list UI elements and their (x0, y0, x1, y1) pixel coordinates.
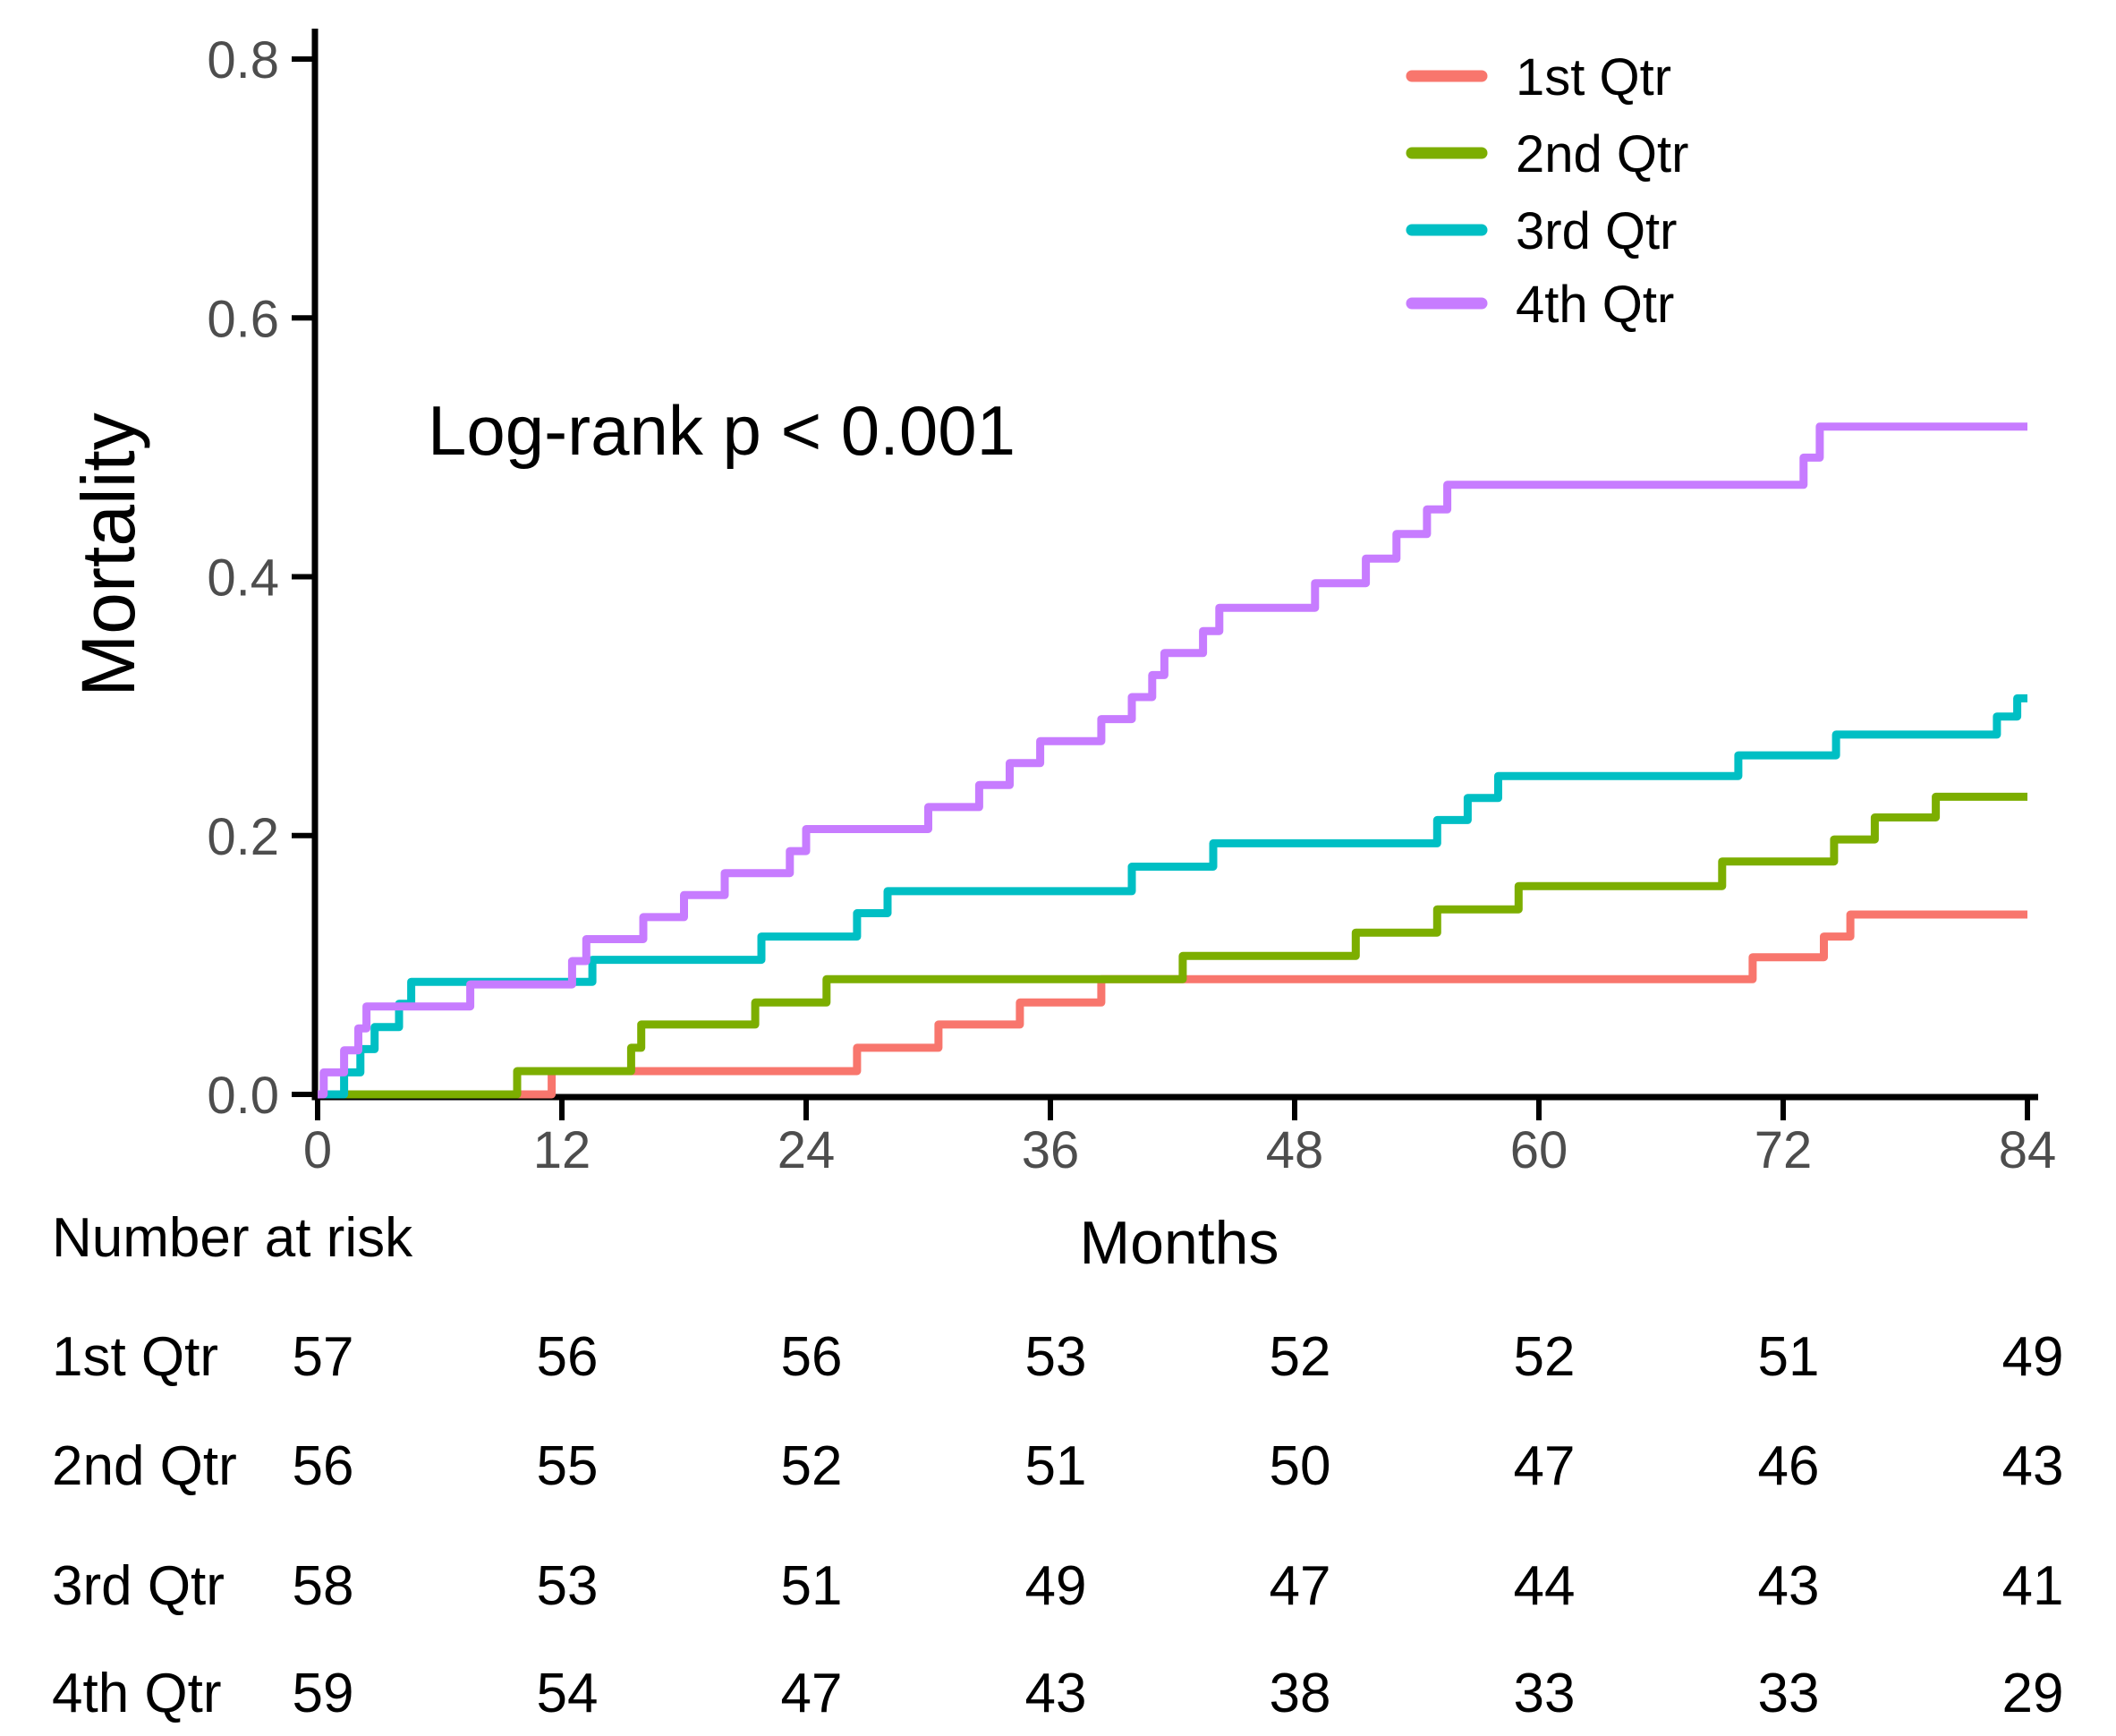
x-tick-label: 24 (778, 1121, 836, 1179)
y-tick-label: 0.6 (207, 290, 279, 348)
legend-label-4th-qtr: 4th Qtr (1516, 276, 1674, 334)
x-tick-label: 0 (303, 1121, 332, 1179)
risk-count: 47 (781, 1663, 843, 1724)
y-axis-title: Mortality (66, 413, 150, 696)
risk-count: 52 (1514, 1326, 1576, 1388)
risk-row-label: 2nd Qtr (52, 1435, 237, 1497)
x-tick-label: 36 (1022, 1121, 1080, 1179)
x-axis-title: Months (1080, 1209, 1279, 1277)
risk-table-title: Number at risk (52, 1207, 413, 1269)
x-tick-label: 12 (533, 1121, 591, 1179)
risk-count: 46 (1758, 1435, 1820, 1497)
risk-row-label: 4th Qtr (52, 1663, 222, 1724)
curve-3rd-qtr (318, 694, 2027, 1099)
risk-count: 59 (293, 1663, 354, 1724)
risk-count: 53 (1025, 1326, 1087, 1388)
curve-1st-qtr (318, 910, 2027, 1099)
risk-count: 43 (1025, 1663, 1087, 1724)
logrank-annotation: Log-rank p < 0.001 (428, 391, 1016, 470)
risk-count: 33 (1514, 1663, 1576, 1724)
risk-count: 53 (537, 1555, 599, 1617)
risk-count: 49 (1025, 1555, 1087, 1617)
y-tick-label: 0.2 (207, 808, 279, 866)
x-tick-label: 84 (1999, 1121, 2057, 1179)
risk-count: 47 (1270, 1555, 1331, 1617)
risk-count: 57 (293, 1326, 354, 1388)
y-tick-label: 0.4 (207, 549, 279, 608)
risk-count: 44 (1514, 1555, 1576, 1617)
y-tick-label: 0.8 (207, 31, 279, 89)
risk-count: 38 (1270, 1663, 1331, 1724)
risk-count: 51 (781, 1555, 843, 1617)
risk-count: 41 (2002, 1555, 2064, 1617)
risk-count: 33 (1758, 1663, 1820, 1724)
risk-count: 56 (781, 1326, 843, 1388)
risk-count: 43 (2002, 1435, 2064, 1497)
risk-count: 58 (293, 1555, 354, 1617)
curve-2nd-qtr (318, 792, 2027, 1099)
legend-label-3rd-qtr: 3rd Qtr (1516, 202, 1678, 260)
risk-row-label: 3rd Qtr (52, 1555, 225, 1617)
risk-count: 52 (1270, 1326, 1331, 1388)
risk-count: 29 (2002, 1663, 2064, 1724)
risk-count: 51 (1758, 1326, 1820, 1388)
curve-4th-qtr (318, 422, 2027, 1099)
x-tick-label: 72 (1755, 1121, 1813, 1179)
risk-count: 54 (537, 1663, 599, 1724)
risk-count: 49 (2002, 1326, 2064, 1388)
risk-count: 52 (781, 1435, 843, 1497)
x-tick-label: 60 (1510, 1121, 1568, 1179)
risk-row-label: 1st Qtr (52, 1326, 218, 1388)
risk-count: 47 (1514, 1435, 1576, 1497)
legend-label-1st-qtr: 1st Qtr (1516, 48, 1671, 106)
risk-count: 43 (1758, 1555, 1820, 1617)
risk-count: 55 (537, 1435, 599, 1497)
axis-lines (311, 29, 2038, 1101)
risk-count: 50 (1270, 1435, 1331, 1497)
risk-count: 56 (293, 1435, 354, 1497)
x-tick-label: 48 (1266, 1121, 1324, 1179)
legend-label-2nd-qtr: 2nd Qtr (1516, 125, 1688, 183)
risk-count: 56 (537, 1326, 599, 1388)
y-tick-label: 0.0 (207, 1067, 279, 1125)
risk-count: 51 (1025, 1435, 1087, 1497)
